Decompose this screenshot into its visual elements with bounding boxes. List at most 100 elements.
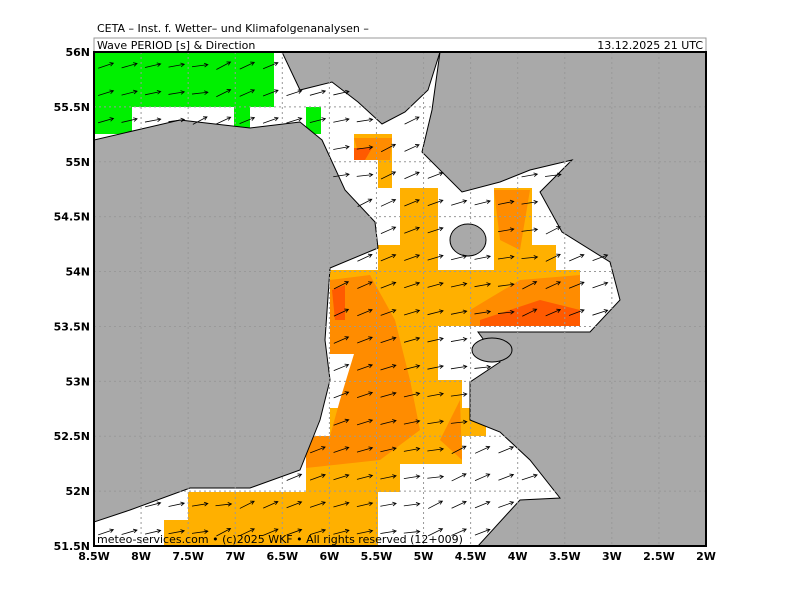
direction-arrow <box>497 199 515 205</box>
direction-arrow <box>333 391 350 399</box>
direction-arrow <box>168 117 186 123</box>
direction-arrow <box>404 281 421 289</box>
direction-arrow <box>262 61 279 70</box>
direction-arrow <box>333 308 350 317</box>
direction-arrow <box>474 528 491 536</box>
direction-arrow <box>592 254 609 262</box>
red-field <box>332 148 580 326</box>
direction-arrow <box>521 172 539 178</box>
direction-arrow <box>333 117 350 123</box>
direction-arrow <box>216 116 232 125</box>
direction-arrow <box>522 308 538 317</box>
credit: meteo-services.com • (c)2025 WKF • All r… <box>97 533 463 546</box>
direction-arrow <box>191 62 209 68</box>
direction-arrow <box>427 364 444 370</box>
direction-arrow <box>569 253 585 262</box>
direction-arrow <box>380 226 397 234</box>
direction-arrow <box>144 117 162 123</box>
direction-arrow <box>356 145 374 150</box>
direction-arrow <box>191 529 209 534</box>
direction-arrow <box>380 391 397 398</box>
direction-arrow <box>356 529 374 535</box>
direction-arrow <box>474 500 491 509</box>
direction-arrow <box>545 253 561 262</box>
lat-label: 51.5N <box>54 540 90 553</box>
direction-arrow <box>356 391 374 398</box>
direction-arrow <box>403 529 421 535</box>
lat-label: 53.5N <box>54 320 90 333</box>
direction-arrow <box>521 200 539 205</box>
direction-arrow <box>309 501 326 508</box>
direction-arrow <box>380 309 397 316</box>
direction-arrow <box>450 392 468 397</box>
direction-arrow <box>498 473 515 481</box>
direction-arrow <box>239 89 256 97</box>
lon-label: 7W <box>225 550 245 563</box>
direction-arrow <box>168 90 186 95</box>
direction-arrow <box>451 528 467 536</box>
lon-label: 8.5W <box>78 550 110 563</box>
direction-arrow <box>216 89 232 98</box>
direction-arrow <box>568 281 585 289</box>
britain <box>421 52 706 546</box>
direction-arrow <box>380 501 397 507</box>
scotland <box>281 52 441 125</box>
lon-label: 8W <box>131 550 151 563</box>
lat-label: 53N <box>65 375 90 388</box>
lon-label: 6W <box>319 550 339 563</box>
direction-arrow <box>98 528 115 536</box>
direction-arrow <box>263 500 279 509</box>
direction-arrow <box>309 89 327 96</box>
direction-arrow <box>216 61 232 70</box>
direction-arrow <box>427 391 445 397</box>
lon-label: 5.5W <box>361 550 393 563</box>
direction-arrow <box>403 364 421 370</box>
source-text: CETA – Inst. f. Wetter– und Klimafolgena… <box>97 22 369 35</box>
direction-arrow <box>357 363 374 371</box>
map-frame <box>93 51 707 547</box>
direction-arrow <box>356 172 374 178</box>
direction-arrow <box>380 198 397 207</box>
direction-arrow <box>450 282 468 288</box>
direction-arrow <box>380 419 397 425</box>
direction-arrow <box>192 116 208 125</box>
direction-arrow <box>356 474 374 480</box>
direction-arrow <box>592 281 609 289</box>
direction-arrow <box>451 445 467 455</box>
direction-arrow <box>380 171 397 180</box>
direction-arrow <box>427 336 444 343</box>
anglesey <box>471 337 513 363</box>
direction-arrow <box>262 89 279 97</box>
direction-arrow <box>404 226 421 234</box>
lon-label: 3W <box>602 550 622 563</box>
direction-arrow <box>427 226 444 234</box>
lat-label: 52N <box>65 485 90 498</box>
direction-arrow <box>427 171 444 179</box>
ireland <box>94 119 379 523</box>
direction-arrow <box>474 309 492 315</box>
direction-arrow <box>404 199 420 207</box>
direction-arrow <box>333 446 350 453</box>
direction-arrow <box>333 501 350 508</box>
direction-arrow <box>427 281 444 288</box>
direction-arrow <box>521 227 539 233</box>
direction-arrow <box>121 62 138 69</box>
direction-arrow <box>450 337 468 342</box>
direction-arrow <box>239 61 255 70</box>
direction-arrow <box>144 89 162 96</box>
direction-arrow <box>380 364 397 371</box>
direction-arrow <box>451 473 467 482</box>
direction-arrow <box>474 199 491 206</box>
isle-of-man <box>449 223 487 257</box>
direction-arrow <box>450 309 468 315</box>
direction-arrow <box>333 418 350 426</box>
direction-arrow <box>356 117 374 123</box>
direction-arrow <box>521 255 539 260</box>
direction-arrow <box>98 89 115 96</box>
direction-arrow <box>380 446 397 453</box>
direction-arrow <box>380 143 397 153</box>
direction-arrow <box>451 199 468 206</box>
direction-arrow <box>380 474 397 480</box>
direction-arrow <box>474 282 492 288</box>
direction-arrow <box>356 446 374 453</box>
